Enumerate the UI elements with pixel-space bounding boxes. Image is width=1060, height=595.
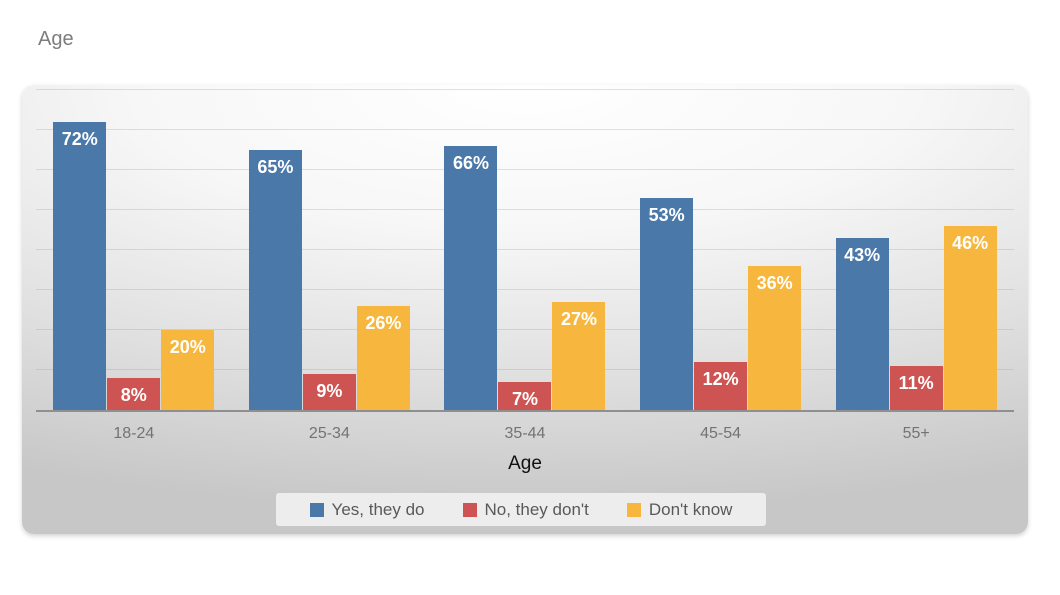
category-label: 25-34 xyxy=(308,425,350,442)
bar-group-45-54: 53% 12% 36% xyxy=(623,90,819,410)
bar-no-they-don-t: 11% xyxy=(889,366,943,410)
bar-yes-they-do: 53% xyxy=(640,198,694,410)
plot-area: 72% 8% 20% 65% 9% 26% 66% 7% 27% 53% 12% 36% 43% 11% 4… xyxy=(36,89,1014,412)
bar-yes-they-do: 43% xyxy=(835,238,889,410)
bar-value-label: 26% xyxy=(365,313,402,333)
bar-value-label: 72% xyxy=(61,129,98,149)
bar-group-35-44: 66% 7% 27% xyxy=(427,90,623,410)
bar-value-label: 7% xyxy=(511,389,538,409)
bar-value-label: 46% xyxy=(952,233,989,253)
legend-label: Yes, they do xyxy=(331,499,425,519)
bar-value-label: 8% xyxy=(120,385,147,405)
legend-swatch xyxy=(309,502,324,517)
bar-value-label: 11% xyxy=(898,373,934,393)
gridlines xyxy=(36,89,1014,410)
gridline xyxy=(36,89,1014,90)
legend: Yes, they do No, they don't Don't know xyxy=(276,493,766,526)
bar-value-label: 66% xyxy=(452,153,489,173)
x-axis-line xyxy=(36,410,1014,412)
gridline xyxy=(36,169,1014,170)
category-label: 55+ xyxy=(902,425,930,442)
bar-don-t-know: 46% xyxy=(943,226,997,410)
legend-swatch xyxy=(626,502,641,517)
bar-group-18-24: 72% 8% 20% xyxy=(36,90,232,410)
legend-label: Don't know xyxy=(648,499,733,519)
bar-value-label: 53% xyxy=(648,205,685,225)
gridline xyxy=(36,369,1014,370)
chart-panel: 72% 8% 20% 65% 9% 26% 66% 7% 27% 53% 12% 36% 43% 11% 4… xyxy=(22,85,1028,534)
category-label: 45-54 xyxy=(700,425,742,442)
bar-no-they-don-t: 8% xyxy=(107,378,161,410)
bar-no-they-don-t: 7% xyxy=(498,382,552,410)
legend-item-don-t-know: Don't know xyxy=(626,499,733,520)
bar-yes-they-do: 65% xyxy=(248,150,302,410)
bar-don-t-know: 36% xyxy=(748,266,802,410)
gridline xyxy=(36,129,1014,130)
legend-item-yes-they-do: Yes, they do xyxy=(309,499,425,520)
legend-label: No, they don't xyxy=(484,499,589,519)
gridline xyxy=(36,209,1014,210)
bar-don-t-know: 26% xyxy=(356,306,410,410)
bar-value-label: 12% xyxy=(702,369,739,389)
bar-no-they-don-t: 9% xyxy=(302,374,356,410)
bar-yes-they-do: 72% xyxy=(53,122,107,410)
bar-groups: 72% 8% 20% 65% 9% 26% 66% 7% 27% 53% 12% 36% 43% 11% 4… xyxy=(36,90,1014,410)
x-axis-title: Age xyxy=(508,453,542,474)
bar-value-label: 20% xyxy=(169,337,206,357)
category-labels: 18-24 25-34 35-44 45-54 55+ xyxy=(36,425,1014,443)
bar-don-t-know: 20% xyxy=(161,330,215,410)
gridline xyxy=(36,329,1014,330)
legend-swatch xyxy=(462,502,477,517)
bar-group-25-34: 65% 9% 26% xyxy=(232,90,428,410)
bar-value-label: 9% xyxy=(316,381,343,401)
bar-no-they-don-t: 12% xyxy=(694,362,748,410)
bar-group-55: 43% 11% 46% xyxy=(818,90,1014,410)
bar-yes-they-do: 66% xyxy=(444,146,498,410)
bar-value-label: 65% xyxy=(257,157,294,177)
gridline xyxy=(36,289,1014,290)
bar-value-label: 36% xyxy=(756,273,793,293)
bar-don-t-know: 27% xyxy=(552,302,606,410)
bar-value-label: 27% xyxy=(560,309,597,329)
bar-value-label: 43% xyxy=(844,245,881,265)
gridline xyxy=(36,249,1014,250)
legend-item-no-they-don-t: No, they don't xyxy=(462,499,589,520)
page-title: Age xyxy=(38,28,74,50)
category-label: 35-44 xyxy=(504,425,546,442)
category-label: 18-24 xyxy=(113,425,155,442)
